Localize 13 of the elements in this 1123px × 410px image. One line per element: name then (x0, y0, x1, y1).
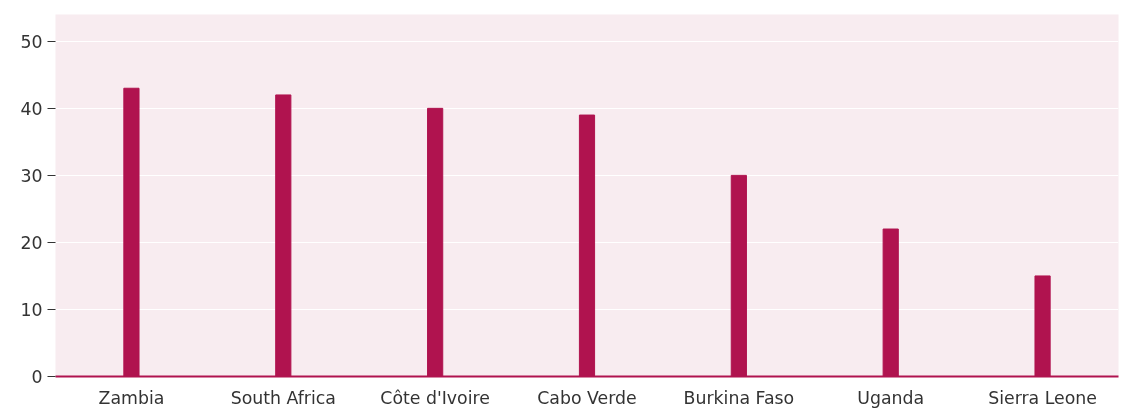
x-tick-label: Cabo Verde (537, 387, 637, 408)
x-tick-label: Burkina Faso (683, 387, 795, 408)
y-tick-label: 0 (31, 367, 43, 387)
x-tick-label: South Africa (230, 387, 336, 408)
x-tick-label: Côte d'Ivoire (380, 387, 490, 408)
y-tick-label: 40 (20, 98, 43, 119)
y-tick-label: 50 (20, 31, 43, 52)
x-tick-label: Sierra Leone (988, 387, 1097, 408)
y-tick-label: 20 (20, 232, 43, 253)
x-tick-label: Uganda (857, 387, 925, 408)
y-tick-label: 10 (20, 299, 43, 320)
x-tick-label: Zambia (98, 387, 165, 408)
y-tick-label: 30 (20, 165, 43, 186)
